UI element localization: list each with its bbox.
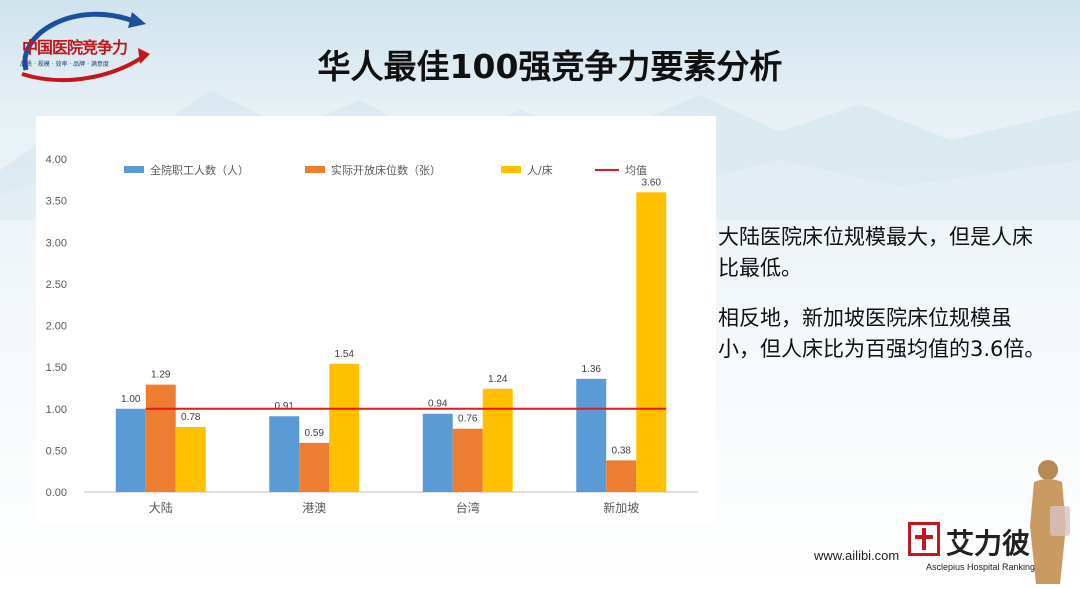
commentary: 大陆医院床位规模最大，但是人床比最低。 相反地，新加坡医院床位规模虽小，但人床比… <box>718 222 1048 384</box>
bar-chart: 0.00 0.50 1.00 1.50 2.00 2.50 3.00 3.50 4.00 1.00… <box>46 154 698 515</box>
legend-label: 实际开放床位数（张） <box>331 163 441 177</box>
legend-label: 人/床 <box>527 163 553 177</box>
legend-swatch <box>124 166 144 173</box>
data-label: 1.24 <box>488 374 508 385</box>
chart-panel: 0.00 0.50 1.00 1.50 2.00 2.50 3.00 3.50 4.00 1.00… <box>36 116 716 524</box>
bar-beds <box>452 428 483 492</box>
y-tick-label: 0.50 <box>46 445 67 457</box>
bar-ratio <box>329 363 360 492</box>
page-title: 华人最佳100强竞争力要素分析 <box>317 47 783 86</box>
hospital-competitiveness-logo: 中国医院竞争力 品质 · 规模 · 效率 · 品牌 · 满意度 <box>6 4 154 90</box>
data-label: 0.76 <box>458 414 478 425</box>
bar-staff <box>422 413 453 492</box>
data-label: 0.59 <box>305 428 325 439</box>
y-tick-label: 3.50 <box>46 196 67 208</box>
commentary-paragraph-2: 相反地，新加坡医院床位规模虽小，但人床比为百强均值的3.6倍。 <box>718 306 1046 361</box>
website-link[interactable]: www.ailibi.com <box>814 548 900 563</box>
bar-staff <box>269 416 300 492</box>
x-tick-label: 台湾 <box>456 500 480 515</box>
bar-beds <box>299 442 330 492</box>
y-tick-label: 0.00 <box>46 487 67 499</box>
data-label: 0.91 <box>275 401 295 412</box>
data-label: 1.29 <box>151 370 171 381</box>
bar-ratio <box>636 192 667 493</box>
data-label: 1.54 <box>335 349 355 360</box>
x-tick-label: 新加坡 <box>603 500 639 515</box>
data-label: 3.60 <box>642 177 662 188</box>
brand-subtitle: Asclepius Hospital Ranking <box>926 562 1036 572</box>
legend-label: 全院职工人数（人） <box>150 163 249 177</box>
logo-arrow-icon <box>21 11 150 82</box>
bar-ratio <box>482 388 513 492</box>
legend-swatch <box>305 166 325 173</box>
data-label: 1.00 <box>121 394 141 405</box>
y-tick-label: 3.00 <box>46 237 67 249</box>
y-tick-label: 1.50 <box>46 362 67 374</box>
x-tick-label: 港澳 <box>302 501 326 515</box>
commentary-paragraph-1: 大陆医院床位规模最大，但是人床比最低。 <box>718 225 1033 280</box>
y-tick-label: 4.00 <box>46 154 67 166</box>
data-label: 0.94 <box>428 399 448 410</box>
statue-icon <box>1030 460 1070 584</box>
y-tick-label: 2.00 <box>46 321 67 333</box>
legend-label: 均值 <box>625 164 647 177</box>
legend-swatch <box>501 166 521 173</box>
data-label: 0.38 <box>612 445 632 456</box>
bar-staff <box>576 378 607 492</box>
bar-beds <box>606 460 637 492</box>
y-tick-label: 1.00 <box>46 404 67 416</box>
y-tick-label: 2.50 <box>46 279 67 291</box>
x-tick-label: 大陆 <box>149 500 173 515</box>
bar-ratio <box>175 427 206 492</box>
bar-beds <box>145 384 176 492</box>
brand-name: 艾力彼 <box>946 527 1031 560</box>
bar-staff <box>115 408 146 492</box>
brand-logo: 艾力彼 Asclepius Hospital Ranking <box>908 518 1048 578</box>
logo-subtitle: 品质 · 规模 · 效率 · 品牌 · 满意度 <box>20 61 109 68</box>
medical-cross-icon <box>908 522 940 556</box>
data-label: 0.78 <box>181 412 201 423</box>
logo-text: 中国医院竞争力 <box>22 38 128 57</box>
data-label: 1.36 <box>582 364 602 375</box>
